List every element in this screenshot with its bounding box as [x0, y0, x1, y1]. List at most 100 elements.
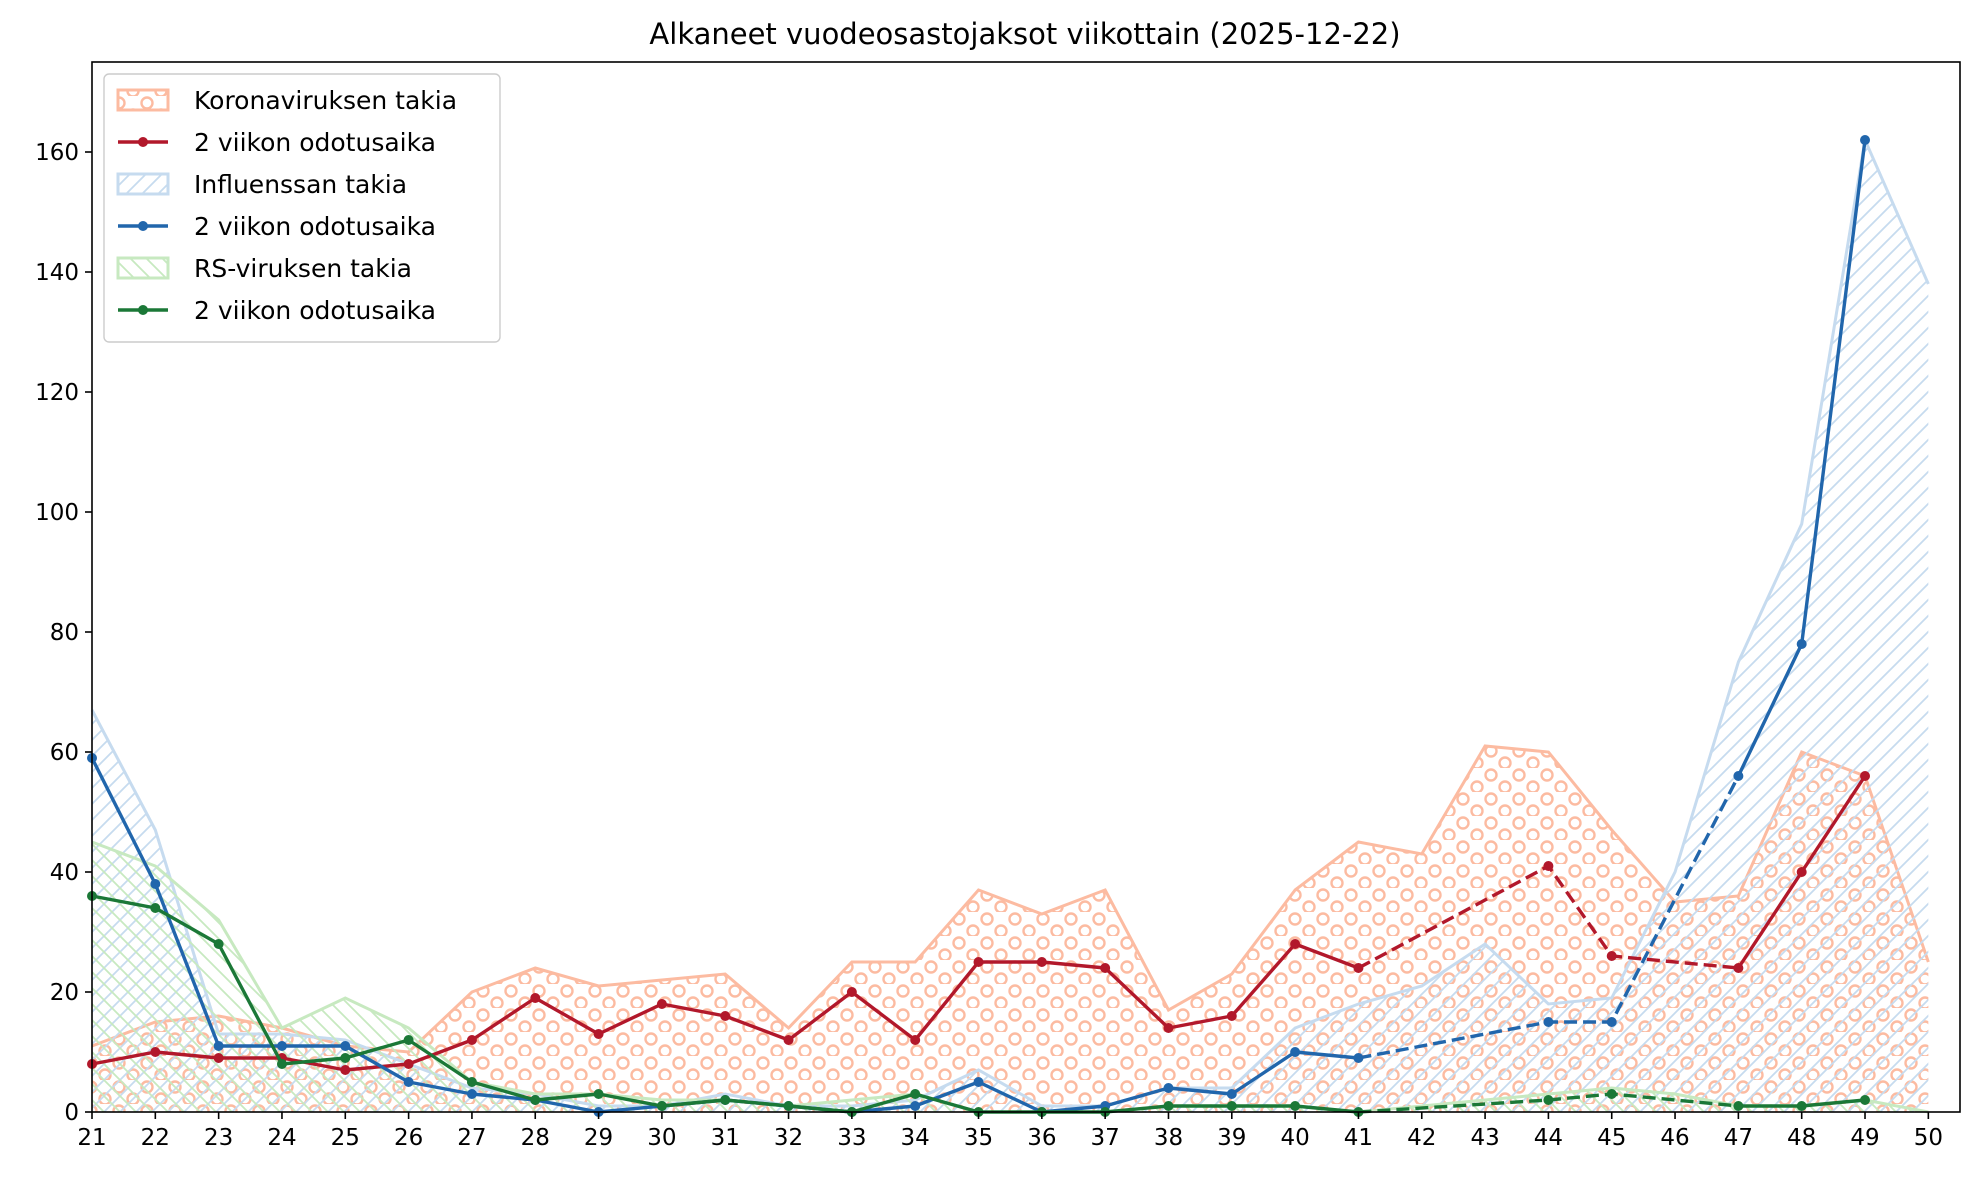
legend-label: 2 viikon odotusaika: [194, 128, 436, 157]
data-point: [340, 1041, 351, 1051]
x-tick-label: 43: [1470, 1125, 1499, 1151]
legend-marker: [138, 137, 148, 147]
data-point: [973, 957, 984, 967]
data-point: [1543, 1017, 1554, 1027]
data-point: [593, 1089, 604, 1099]
x-tick-label: 41: [1344, 1125, 1373, 1151]
data-point: [720, 1095, 731, 1105]
y-tick-label: 60: [50, 740, 79, 766]
data-point: [783, 1101, 794, 1111]
y-tick-label: 140: [35, 260, 79, 286]
data-point: [466, 1035, 477, 1045]
data-point: [150, 879, 161, 889]
legend-label: 2 viikon odotusaika: [194, 212, 436, 241]
x-tick-label: 34: [901, 1125, 930, 1151]
x-tick-label: 25: [331, 1125, 360, 1151]
data-point: [910, 1089, 921, 1099]
data-point: [1733, 963, 1744, 973]
x-tick-label: 40: [1280, 1125, 1309, 1151]
y-tick-label: 20: [50, 980, 79, 1006]
x-tick-label: 42: [1407, 1125, 1436, 1151]
data-point: [403, 1035, 414, 1045]
data-point: [1860, 135, 1871, 145]
data-point: [1543, 861, 1554, 871]
legend-marker: [138, 305, 148, 315]
data-point: [1353, 1053, 1364, 1063]
data-point: [150, 1047, 161, 1057]
x-tick-label: 39: [1217, 1125, 1246, 1151]
data-point: [1860, 1095, 1871, 1105]
y-tick-label: 160: [35, 140, 79, 166]
data-point: [1606, 1017, 1617, 1027]
data-point: [213, 1041, 224, 1051]
x-tick-label: 38: [1154, 1125, 1183, 1151]
data-point: [1163, 1023, 1174, 1033]
data-point: [1543, 1095, 1554, 1105]
x-tick-label: 37: [1091, 1125, 1120, 1151]
y-tick-label: 80: [50, 620, 79, 646]
y-tick-label: 100: [35, 500, 79, 526]
x-tick-label: 45: [1597, 1125, 1626, 1151]
y-tick-label: 40: [50, 860, 79, 886]
data-point: [1606, 1089, 1617, 1099]
legend: Koronaviruksen takia 2 viikon odotusaika I…: [103, 73, 501, 343]
data-point: [1796, 639, 1807, 649]
data-point: [910, 1101, 921, 1111]
x-tick-label: 44: [1534, 1125, 1563, 1151]
x-tick-label: 22: [141, 1125, 170, 1151]
legend-item: 2 viikon odotusaika: [118, 212, 436, 241]
x-tick-label: 29: [584, 1125, 613, 1151]
data-point: [213, 1053, 224, 1063]
x-tick-label: 49: [1850, 1125, 1879, 1151]
data-point: [1796, 1101, 1807, 1111]
data-point: [1290, 1047, 1301, 1057]
data-point: [656, 1101, 667, 1111]
legend-swatch: [116, 256, 170, 280]
x-tick-label: 28: [521, 1125, 550, 1151]
legend-swatch: [116, 88, 170, 112]
data-point: [1226, 1011, 1237, 1021]
legend-item: 2 viikon odotusaika: [118, 296, 436, 325]
data-point: [656, 999, 667, 1009]
legend-label: Influenssan takia: [194, 170, 407, 199]
data-point: [720, 1011, 731, 1021]
x-tick-label: 31: [711, 1125, 740, 1151]
data-point: [1163, 1101, 1174, 1111]
data-point: [276, 1041, 287, 1051]
y-tick-label: 120: [35, 380, 79, 406]
legend-item: Koronaviruksen takia: [116, 86, 457, 115]
data-point: [1290, 1101, 1301, 1111]
data-point: [1226, 1101, 1237, 1111]
area-fill-2: [92, 842, 1929, 1112]
data-point: [910, 1035, 921, 1045]
x-tick-label: 27: [457, 1125, 486, 1151]
data-point: [403, 1077, 414, 1087]
data-point: [530, 993, 541, 1003]
legend-label: Koronaviruksen takia: [194, 86, 457, 115]
data-point: [340, 1053, 351, 1063]
series-dashed-line-0: [1357, 863, 1739, 970]
x-tick-label: 48: [1787, 1125, 1816, 1151]
area-fill-1: [92, 140, 1929, 1112]
x-tick-label: 32: [774, 1125, 803, 1151]
legend-box: [103, 73, 501, 343]
x-tick-label: 46: [1660, 1125, 1689, 1151]
data-point: [1606, 951, 1617, 961]
x-tick-label: 35: [964, 1125, 993, 1151]
data-point: [150, 903, 161, 913]
data-point: [340, 1065, 351, 1075]
data-point: [1100, 963, 1111, 973]
series-dashed-line-1: [1358, 775, 1740, 1060]
plot-frame: [91, 61, 1961, 1113]
data-point: [1733, 1101, 1744, 1111]
data-point: [783, 1035, 794, 1045]
legend-item: 2 viikon odotusaika: [118, 128, 436, 157]
x-tick-label: 50: [1914, 1125, 1943, 1151]
x-tick-label: 26: [394, 1125, 423, 1151]
y-tick-label: 0: [64, 1100, 79, 1126]
data-point: [276, 1059, 287, 1069]
data-point: [1290, 939, 1301, 949]
data-point: [973, 1077, 984, 1087]
